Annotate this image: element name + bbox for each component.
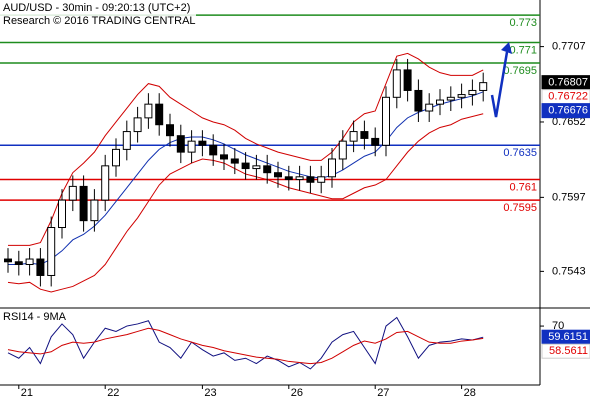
candle-body bbox=[220, 154, 228, 160]
candle-body bbox=[338, 140, 347, 160]
candle-body bbox=[166, 124, 174, 137]
candle-body bbox=[176, 135, 185, 153]
candle-body bbox=[241, 162, 250, 170]
candle-body bbox=[101, 165, 110, 201]
candle-body bbox=[122, 131, 131, 150]
price-tag-box bbox=[541, 343, 590, 359]
forecast-arrowhead bbox=[501, 42, 512, 54]
price-tag-label: 58.5611 bbox=[549, 345, 588, 357]
candle-body bbox=[155, 103, 164, 126]
candle-body bbox=[68, 185, 77, 201]
forecast-arrow bbox=[490, 51, 509, 118]
candle-body bbox=[90, 199, 99, 222]
y-tick-label: 70 bbox=[552, 320, 564, 332]
x-tick-label: 21 bbox=[21, 387, 33, 399]
chart-subtitle: Research © 2016 TRADING CENTRAL bbox=[3, 15, 196, 27]
candle-body bbox=[425, 103, 434, 112]
price-tag-label: 0.76722 bbox=[548, 91, 588, 103]
candle-body bbox=[284, 176, 293, 181]
candle-body bbox=[457, 94, 466, 98]
candle-body bbox=[317, 176, 326, 183]
candle-body bbox=[403, 69, 412, 91]
candle-body bbox=[274, 172, 282, 178]
price-tag-box bbox=[541, 103, 590, 119]
level-label: 0.7695 bbox=[503, 65, 537, 77]
candle-body bbox=[14, 261, 23, 266]
candle-body bbox=[112, 148, 120, 167]
x-tick-label: 28 bbox=[464, 387, 476, 399]
candle-body bbox=[144, 103, 153, 119]
candle-body bbox=[414, 89, 423, 112]
y-tick-label: 0.7597 bbox=[552, 191, 586, 203]
candle-body bbox=[371, 137, 380, 146]
level-label: 0.7635 bbox=[503, 147, 537, 159]
price-tag-label: 0.76807 bbox=[548, 77, 588, 89]
candle-body bbox=[58, 199, 66, 229]
candle-body bbox=[263, 165, 272, 174]
level-label: 0.771 bbox=[509, 44, 537, 56]
x-tick-label: 27 bbox=[377, 387, 389, 399]
y-tick-label: 0.7543 bbox=[552, 265, 586, 277]
price-tag-label: 59.6151 bbox=[548, 331, 588, 343]
plot-layer: 0.773 0.771 0.7695 0.7635 0.761 0.7595 0.7543 0… bbox=[0, 14, 586, 399]
candle-body bbox=[306, 176, 315, 183]
overlay-line bbox=[8, 52, 484, 246]
rsi-line bbox=[7, 327, 484, 365]
candle-body bbox=[230, 158, 239, 164]
level-label: 0.7595 bbox=[503, 202, 537, 214]
x-tick-label: 26 bbox=[291, 387, 303, 399]
level-label: 0.773 bbox=[509, 17, 537, 29]
candle-body bbox=[468, 89, 477, 96]
candle-body bbox=[295, 176, 304, 181]
price-tag-label: 0.76676 bbox=[548, 105, 588, 117]
chart-title: AUD/USD - 30min - 09:20:13 (UTC+2) bbox=[3, 2, 190, 14]
candle-body bbox=[187, 140, 196, 153]
title-background bbox=[0, 0, 196, 28]
candle-body bbox=[133, 117, 142, 133]
candle-body bbox=[252, 165, 261, 170]
candle-body bbox=[209, 144, 218, 156]
candle-body bbox=[479, 82, 488, 91]
candle-body bbox=[392, 69, 401, 98]
candle-body bbox=[446, 96, 455, 101]
candle-body bbox=[360, 131, 369, 139]
candle-body bbox=[36, 258, 45, 276]
candle-body bbox=[436, 99, 444, 105]
level-label: 0.761 bbox=[509, 181, 537, 193]
candle-body bbox=[4, 258, 12, 263]
candle-body bbox=[382, 96, 390, 146]
y-tick-label: 0.7707 bbox=[552, 41, 586, 53]
rsi-title: RSI14 - 9MA bbox=[3, 311, 67, 323]
x-tick-label: 23 bbox=[204, 387, 216, 399]
candle-body bbox=[198, 140, 207, 146]
candle-body bbox=[47, 227, 56, 276]
candle-body bbox=[328, 158, 336, 178]
rsi-line bbox=[7, 316, 484, 370]
candle-body bbox=[25, 258, 34, 266]
x-tick-label: 22 bbox=[107, 387, 119, 399]
candle-body bbox=[349, 131, 358, 142]
candle-body bbox=[79, 185, 88, 222]
y-tick-label: 0.7652 bbox=[552, 116, 586, 128]
